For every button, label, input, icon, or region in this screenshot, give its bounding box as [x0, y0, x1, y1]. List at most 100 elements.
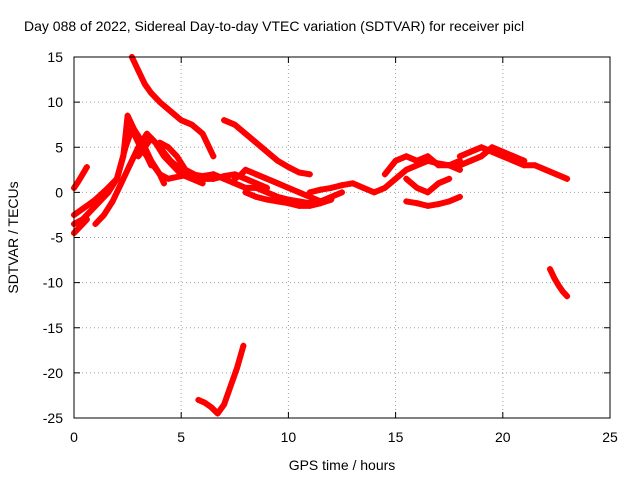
- data-point: [285, 184, 292, 191]
- data-point: [83, 202, 90, 209]
- data-point: [141, 144, 148, 151]
- y-tick-label: -5: [51, 230, 64, 246]
- data-point: [339, 182, 345, 189]
- data-point: [392, 157, 399, 164]
- data-point: [306, 171, 313, 178]
- series-arc-22: [195, 342, 247, 417]
- data-point: [242, 189, 249, 196]
- data-point: [210, 171, 217, 178]
- series-arc-16: [381, 153, 463, 178]
- data-point: [414, 184, 421, 191]
- data-point: [141, 81, 148, 88]
- data-point: [199, 175, 206, 182]
- x-tick-label: 15: [388, 429, 404, 445]
- data-point: [296, 169, 303, 176]
- series-arc-13: [231, 166, 324, 205]
- axis-ticks: 0 5 10 15 20 25 15 10 5 0 -5 -10 -15 -20 -25: [43, 49, 618, 445]
- data-point: [253, 139, 260, 146]
- series-trace: [128, 54, 217, 160]
- data-point: [242, 166, 249, 173]
- y-axis-label: SDTVAR / TECUs: [5, 181, 21, 293]
- data-point: [161, 180, 168, 187]
- y-tick-label: -25: [43, 410, 63, 426]
- data-point: [126, 162, 133, 169]
- data-point: [559, 288, 566, 295]
- x-tick-label: 20: [495, 429, 511, 445]
- data-point: [231, 175, 238, 182]
- data-point: [274, 157, 281, 164]
- data-point: [424, 153, 431, 160]
- series-arc-14: [242, 189, 335, 209]
- data-point: [253, 171, 260, 178]
- data-point: [143, 130, 150, 137]
- data-point: [150, 162, 157, 169]
- data-point: [306, 202, 313, 209]
- data-point: [424, 202, 431, 209]
- data-point: [478, 144, 485, 151]
- data-point: [467, 157, 474, 164]
- data-point: [242, 175, 249, 182]
- data-point: [553, 171, 560, 178]
- grid: [74, 57, 610, 418]
- data-point: [531, 162, 538, 169]
- data-point: [113, 175, 120, 182]
- y-tick-label: -15: [43, 320, 63, 336]
- data-point: [551, 275, 558, 282]
- x-tick-label: 5: [177, 429, 185, 445]
- x-tick-label: 25: [602, 429, 618, 445]
- series-trace: [71, 164, 90, 191]
- data-point: [77, 207, 84, 214]
- data-point: [306, 189, 313, 196]
- data-point: [92, 220, 99, 227]
- data-point: [135, 153, 142, 160]
- data-point: [188, 171, 195, 178]
- data-point: [83, 216, 90, 223]
- data-point: [214, 410, 221, 417]
- data-point: [173, 153, 180, 160]
- data-point: [510, 153, 517, 160]
- y-tick-label: 15: [47, 49, 63, 65]
- series-trace: [231, 166, 324, 205]
- data-point: [489, 144, 496, 151]
- series-arc-07: [135, 135, 193, 178]
- data-point: [79, 171, 86, 178]
- data-point: [143, 153, 150, 160]
- data-point: [360, 184, 367, 191]
- data-point: [478, 153, 485, 160]
- series-arc-20: [456, 144, 528, 169]
- data-point: [242, 130, 249, 137]
- data-point: [178, 173, 185, 180]
- series-arc-09: [128, 54, 217, 160]
- y-tick-label: -20: [43, 365, 63, 381]
- data-point: [122, 144, 129, 151]
- data-point: [542, 166, 549, 173]
- data-point: [188, 121, 195, 128]
- y-tick-label: 0: [55, 184, 63, 200]
- x-tick-label: 0: [70, 429, 78, 445]
- data-point: [231, 121, 238, 128]
- data-point: [546, 266, 553, 273]
- data-point: [75, 225, 82, 232]
- data-point: [328, 184, 335, 191]
- y-tick-label: -10: [43, 275, 63, 291]
- data-point: [521, 157, 528, 164]
- data-point: [456, 162, 463, 169]
- data-point: [79, 220, 86, 227]
- data-point: [499, 148, 506, 155]
- data-point: [403, 153, 410, 160]
- data-point: [274, 198, 281, 205]
- data-point: [253, 184, 260, 191]
- data-point: [317, 200, 324, 207]
- data-point: [109, 198, 116, 205]
- plot-frame: [73, 56, 611, 419]
- data-point: [424, 189, 431, 196]
- data-point: [156, 171, 163, 178]
- data-point: [165, 144, 172, 151]
- data-point: [83, 164, 90, 171]
- data-point: [564, 175, 571, 182]
- data-point: [201, 399, 208, 406]
- data-point: [131, 130, 138, 137]
- data-point: [339, 189, 345, 196]
- data-point: [296, 202, 303, 209]
- data-point: [208, 404, 215, 411]
